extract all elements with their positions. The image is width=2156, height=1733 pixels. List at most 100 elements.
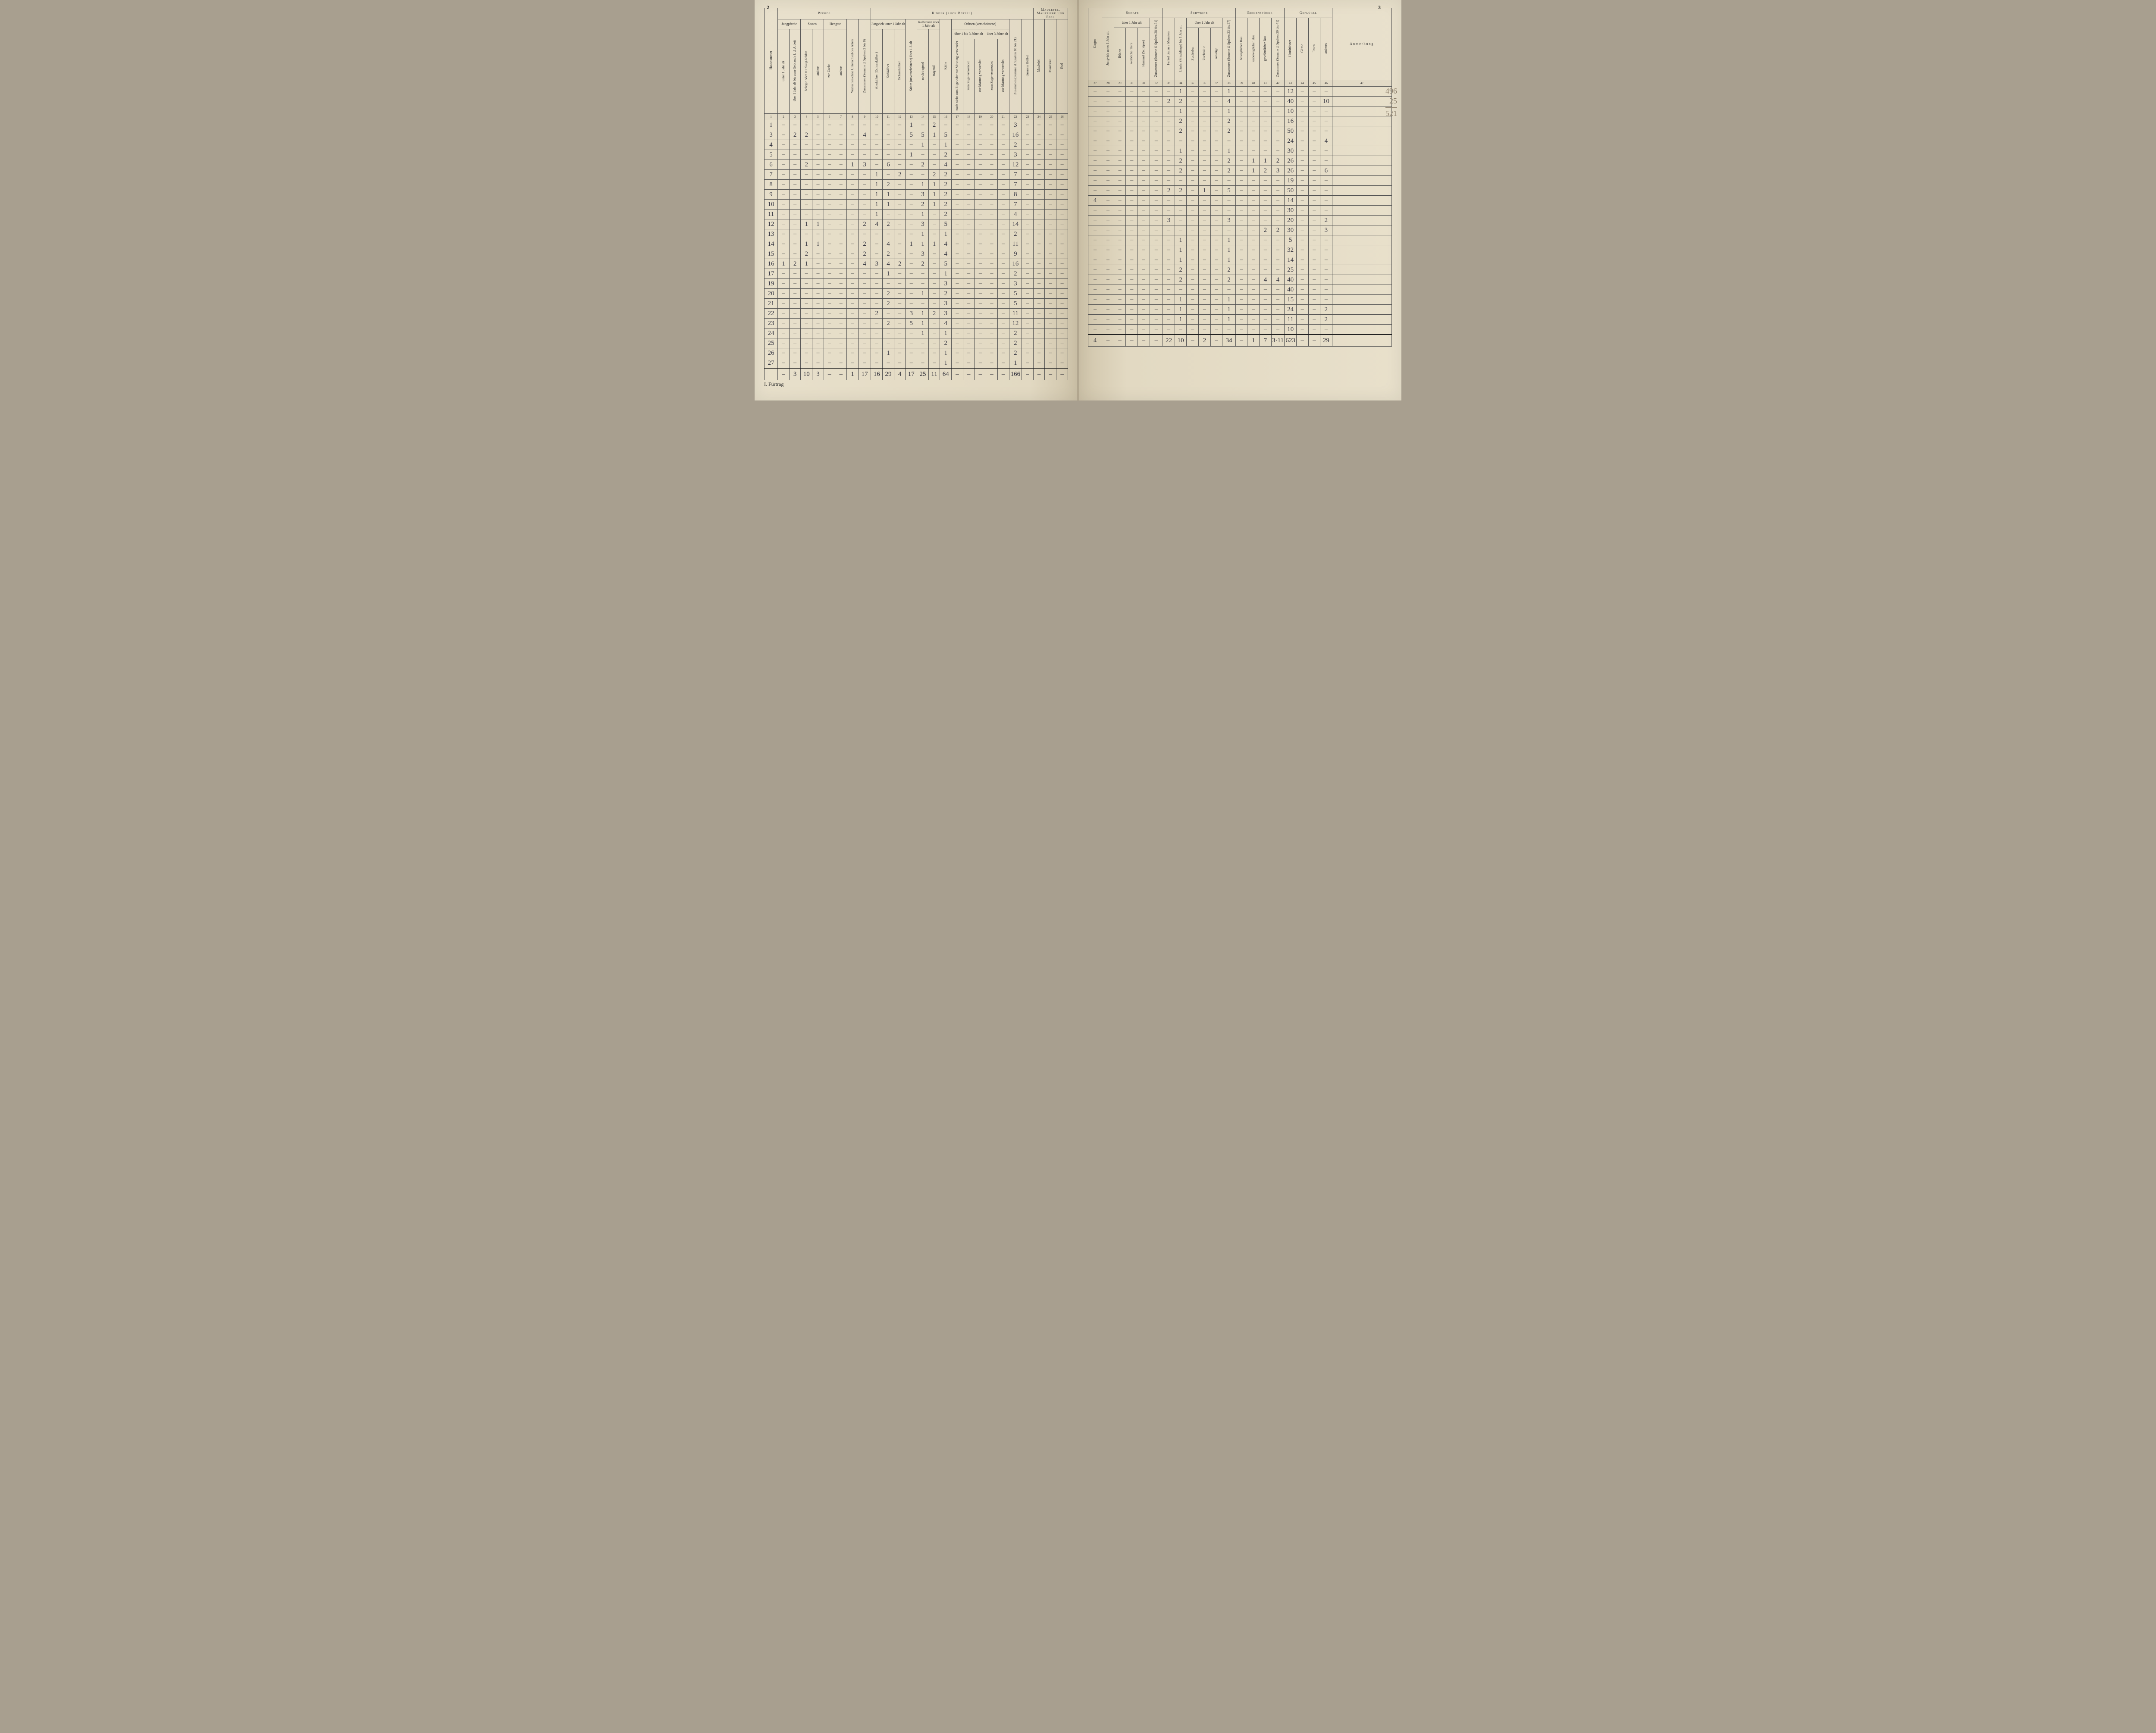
cell-empty: – [1138,146,1150,156]
cell-value: 2 [1163,186,1175,196]
cell-empty: – [1088,166,1102,176]
totals-cell: – [1033,368,1045,380]
cell-empty: – [1150,315,1163,325]
cell-empty: – [997,150,1009,160]
cell-empty: – [997,299,1009,309]
cell-empty: – [1199,275,1211,285]
totals-cell: 166 [1009,368,1022,380]
cell-empty: – [997,319,1009,328]
colnum-42: 42 [1271,80,1285,87]
cell-empty: – [928,358,940,369]
cell-empty: – [1296,146,1308,156]
cell-empty: – [1199,176,1211,186]
row-header: 23 [765,319,778,328]
cell-empty: – [1199,305,1211,315]
colnum-15: 15 [928,114,940,120]
cell-empty: – [1247,285,1260,295]
cell-empty: – [1056,150,1068,160]
cell-empty: – [1163,126,1175,136]
cell-empty: – [1187,216,1199,225]
col-20: zum Zuge verwendet [990,59,993,92]
cell-empty: – [1210,325,1222,335]
cell-empty: – [1187,176,1199,186]
cell-empty: – [1260,216,1272,225]
cell-value: 2 [928,170,940,180]
cell-empty: – [812,180,824,190]
cell-empty: – [1114,255,1126,265]
totals-cell: – [1102,335,1114,347]
cell-empty: – [997,130,1009,140]
cell-empty: – [778,200,790,210]
cell-empty: – [847,259,859,269]
cell-empty: – [1247,216,1260,225]
cell-value: 2 [1260,166,1272,176]
col-4: belegte oder mit Saug-fohlen [805,49,808,93]
table-row: 13––––––––––––1–1–––––2–––– [765,229,1068,239]
cell-empty: – [847,170,859,180]
cell-empty: – [1271,97,1285,106]
cell-value: 2 [883,289,894,299]
table-row: ––––––––––––––––24––4 [1088,136,1392,146]
cell-empty: – [1199,225,1211,235]
cell-empty: – [975,150,986,160]
cell-empty: – [1308,235,1320,245]
table-row: 26–––––––––1––––1–––––2–––– [765,348,1068,358]
cell-empty: – [1320,206,1332,216]
cell-empty: – [1271,255,1285,265]
colnum-25: 25 [1045,114,1056,120]
cell-empty: – [835,190,847,200]
cell-empty: – [1260,106,1272,116]
cell-empty: – [894,299,906,309]
table-body-right: –––––––1–––1––––12–––––––––22–––4––––40–… [1088,87,1392,335]
colnum-38: 38 [1222,80,1236,87]
cell-empty: – [1033,170,1045,180]
cell-empty: – [928,348,940,358]
cell-empty: – [858,328,871,338]
cell-empty: – [1022,289,1034,299]
cell-empty: – [997,210,1009,219]
totals-cell: – [835,368,847,380]
cell-empty: – [975,210,986,219]
cell-value: 2 [1175,156,1187,166]
cell-empty: – [1150,97,1163,106]
cell-empty: – [1296,106,1308,116]
cell-empty: – [1045,210,1056,219]
cell-value: 12 [1285,87,1297,97]
cell-empty: – [801,150,812,160]
cell-empty: – [1308,97,1320,106]
cell-empty: – [952,160,963,170]
cell-value: 2 [1320,305,1332,315]
cell-empty: – [1308,156,1320,166]
cell-empty: – [997,190,1009,200]
cell-empty: – [997,338,1009,348]
cell-empty: – [778,120,790,130]
cell-empty: – [986,309,998,319]
table-row: 4–––––––––––––––14––– [1088,196,1392,206]
cell-empty: – [894,348,906,358]
colnum-16: 16 [940,114,952,120]
remark-cell [1332,245,1391,255]
cell-value: 16 [1009,130,1022,140]
cell-empty: – [917,170,929,180]
cell-empty: – [1247,87,1260,97]
cell-empty: – [858,319,871,328]
cell-empty: – [1056,358,1068,369]
cell-empty: – [1308,325,1320,335]
cell-empty: – [1199,146,1211,156]
cell-value: 4 [883,239,894,249]
cell-empty: – [824,190,835,200]
cell-empty: – [975,229,986,239]
cell-empty: – [812,319,824,328]
cell-empty: – [997,289,1009,299]
cell-value: 12 [1009,319,1022,328]
cell-empty: – [812,229,824,239]
cell-value: 2 [1175,186,1187,196]
cell-empty: – [952,229,963,239]
cell-empty: – [871,160,883,170]
cell-empty: – [1308,126,1320,136]
cell-value: 2 [940,210,952,219]
cell-empty: – [1033,249,1045,259]
cell-empty: – [1210,285,1222,295]
cell-empty: – [778,348,790,358]
cell-empty: – [928,259,940,269]
